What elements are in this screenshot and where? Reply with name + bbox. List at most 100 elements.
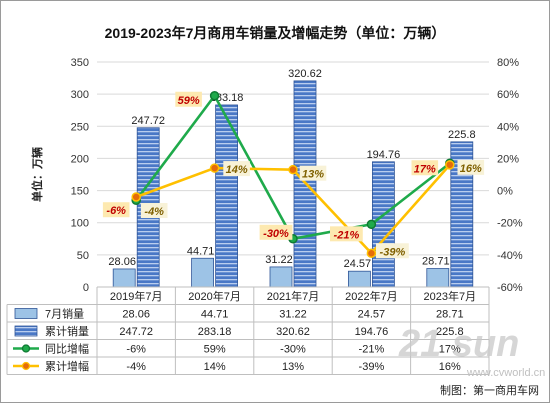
legend-key bbox=[14, 308, 38, 319]
y-tick-label: 100 bbox=[71, 218, 89, 230]
table-cell: 24.57 bbox=[358, 309, 386, 321]
y-tick-label: 50 bbox=[77, 250, 89, 262]
y-tick-label: 200 bbox=[71, 153, 89, 165]
line-label-box bbox=[376, 243, 409, 259]
table-cell: 16% bbox=[439, 361, 461, 373]
table-cell: -30% bbox=[280, 344, 306, 356]
y2-tick-label: -40% bbox=[497, 250, 523, 262]
line-data-label: -6% bbox=[106, 205, 126, 217]
legend-key bbox=[14, 325, 38, 337]
y2-tick-label: -60% bbox=[497, 282, 523, 294]
bar-monthly bbox=[347, 270, 371, 288]
table-cell: 31.22 bbox=[279, 309, 307, 321]
table-cell: 14% bbox=[204, 361, 226, 373]
line-label-box bbox=[411, 160, 439, 176]
table-cell: 283.18 bbox=[198, 326, 232, 338]
point-cumulative bbox=[131, 192, 141, 202]
footer-credit: 制图：第一商用车网 bbox=[440, 383, 539, 397]
x-tick-label: 2022年7月 bbox=[345, 289, 398, 303]
line-data-label: 13% bbox=[302, 169, 324, 181]
legend-label: 7月销量 bbox=[45, 307, 84, 321]
y2-tick-label: 0% bbox=[497, 186, 513, 198]
point-cumulative bbox=[366, 248, 377, 258]
x-tick-label: 2019年7月 bbox=[110, 289, 163, 303]
y2-tick-label: 20% bbox=[497, 153, 519, 165]
y-tick-label: 250 bbox=[71, 121, 89, 133]
line-label-box bbox=[175, 91, 202, 107]
legend-key-marker bbox=[21, 344, 31, 353]
line-data-label: 17% bbox=[414, 163, 436, 175]
table-cell: 44.71 bbox=[201, 309, 229, 321]
point-yoy bbox=[366, 219, 377, 230]
bar-data-label: 247.72 bbox=[131, 115, 165, 127]
table-cell: -21% bbox=[359, 344, 385, 356]
line-layer: -6% 59% -30% -21% 17% -4% 14% 13% -39% 16% bbox=[102, 91, 485, 259]
line-data-label: 16% bbox=[460, 163, 482, 175]
overlay-layer: 21 sun www.cvworld.cn 制图：第一商用车网 bbox=[398, 323, 545, 397]
line-data-label: -4% bbox=[144, 206, 164, 218]
y-tick-label: 0 bbox=[83, 282, 89, 294]
line-label-box bbox=[299, 165, 327, 181]
point-cumulative bbox=[288, 164, 298, 175]
table-cell: -39% bbox=[359, 361, 385, 373]
bar-data-label: 28.71 bbox=[422, 256, 450, 268]
y-axis-label: 单位：万辆 bbox=[30, 147, 44, 202]
y-tick-label: 300 bbox=[71, 89, 89, 101]
point-yoy bbox=[209, 91, 220, 101]
line-label-box bbox=[457, 159, 485, 175]
table-cell: 247.72 bbox=[119, 326, 153, 338]
point-cumulative bbox=[445, 160, 455, 170]
y2-tick-label: -20% bbox=[497, 218, 523, 230]
legend-label: 同比增幅 bbox=[45, 342, 89, 356]
line-label-box bbox=[140, 203, 168, 218]
y2-tick-label: 60% bbox=[497, 89, 519, 101]
table-cell: -4% bbox=[126, 361, 146, 373]
legend-label: 累计销量 bbox=[45, 324, 89, 338]
bar-data-label: 44.71 bbox=[187, 245, 215, 257]
line-label-box bbox=[102, 202, 130, 218]
bar-monthly bbox=[426, 268, 450, 288]
line-label-box bbox=[330, 226, 363, 242]
bar-data-label: 28.06 bbox=[108, 256, 136, 268]
bar-data-label: 320.62 bbox=[288, 68, 322, 80]
table-cell: 17% bbox=[439, 344, 461, 356]
bar-monthly bbox=[191, 257, 215, 288]
point-cumulative bbox=[209, 163, 220, 173]
line-label-box bbox=[259, 224, 293, 240]
x-tick-label: 2020年7月 bbox=[188, 289, 241, 303]
bar-data-label: 225.8 bbox=[448, 129, 476, 141]
line-data-label: -39% bbox=[380, 246, 406, 258]
y-tick-label: 150 bbox=[71, 186, 89, 198]
legend-key-marker bbox=[21, 361, 31, 371]
y2-tick-label: 40% bbox=[497, 121, 519, 133]
bar-data-label: 194.76 bbox=[367, 149, 401, 161]
bar-data-label: 31.22 bbox=[265, 254, 293, 266]
table-cell: -6% bbox=[126, 344, 146, 356]
legend-label: 累计增幅 bbox=[45, 359, 89, 373]
line-data-label: 59% bbox=[178, 95, 200, 107]
line-data-label: -21% bbox=[334, 229, 360, 241]
table-cell: 194.76 bbox=[355, 326, 389, 338]
x-tick-label: 2023年7月 bbox=[424, 289, 477, 303]
data-table: 2019年7月 2020年7月 2021年7月 2022年7月 2023年7月 7月销量 2… bbox=[6, 286, 490, 375]
table-cell: 28.71 bbox=[436, 309, 464, 321]
table-cell: 225.8 bbox=[436, 326, 464, 338]
table-cell: 28.06 bbox=[122, 309, 150, 321]
table-cell: 320.62 bbox=[276, 326, 310, 338]
chart-title: 2019-2023年7月商用车销量及增幅走势（单位：万辆） bbox=[105, 25, 446, 41]
bar-data-label: 24.57 bbox=[344, 258, 372, 270]
y2-tick-label: 80% bbox=[497, 57, 519, 69]
bar-monthly bbox=[112, 268, 136, 288]
line-data-label: 14% bbox=[226, 164, 248, 176]
line-label-box bbox=[223, 161, 250, 177]
grid-layer bbox=[97, 61, 489, 288]
x-tick-label: 2021年7月 bbox=[267, 289, 320, 303]
table-cell: 13% bbox=[282, 361, 304, 373]
table-cell: 59% bbox=[204, 344, 226, 356]
y-tick-label: 350 bbox=[71, 57, 89, 69]
line-data-label: -30% bbox=[263, 228, 289, 240]
bar-monthly bbox=[269, 266, 293, 288]
